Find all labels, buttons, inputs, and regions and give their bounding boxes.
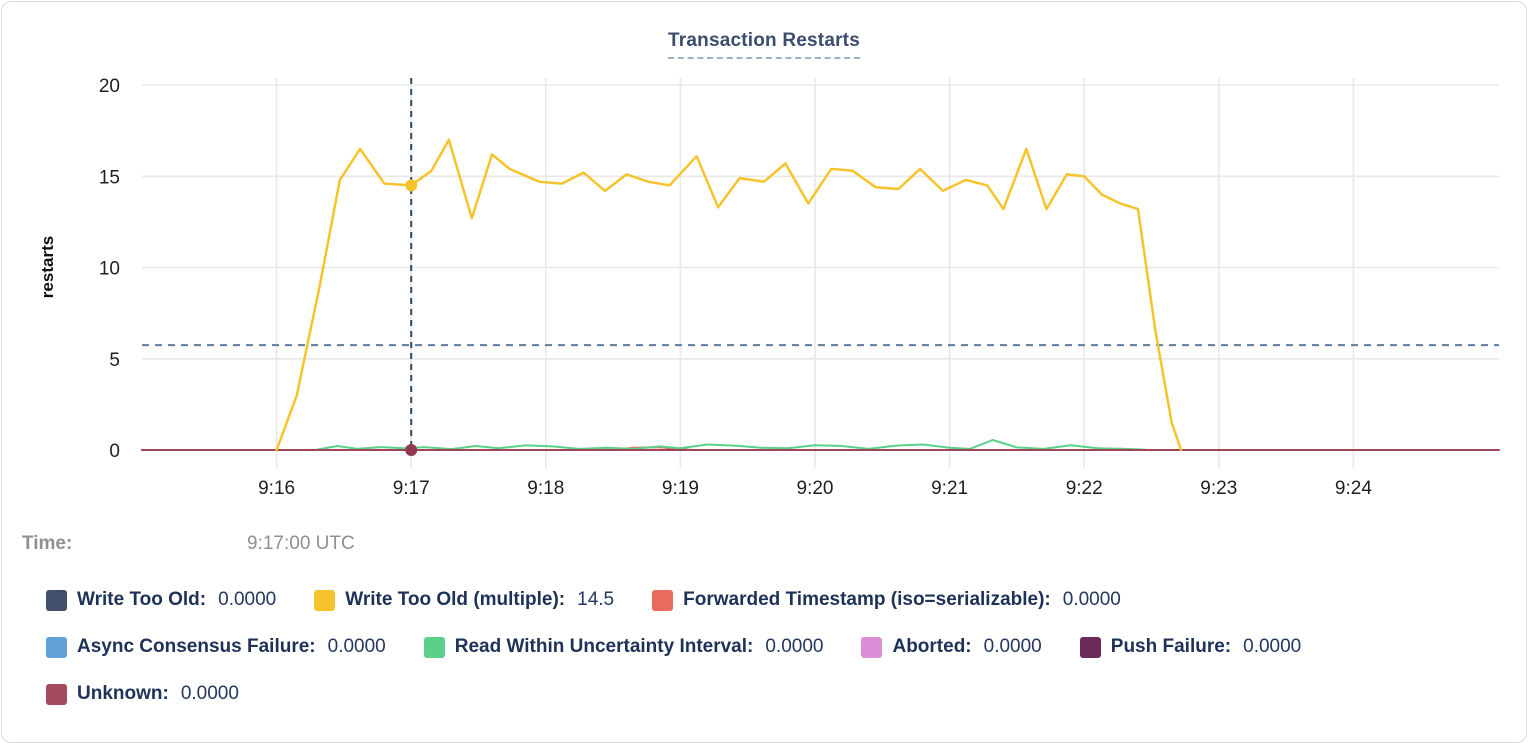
- legend-swatch: [1079, 636, 1101, 658]
- legend-row: Async Consensus Failure: 0.0000 Read Withi…: [46, 636, 1301, 658]
- legend-swatch: [652, 589, 674, 611]
- legend-value: 0.0000: [180, 683, 239, 704]
- legend-label: Push Failure:: [1110, 636, 1232, 657]
- legend-row: Unknown: 0.0000: [46, 683, 1301, 705]
- y-tick-label: 0: [109, 441, 120, 462]
- legend-value: 0.0000: [218, 589, 277, 610]
- y-tick-label: 15: [99, 167, 120, 188]
- legend-swatch: [46, 636, 67, 658]
- legend-label: Write Too Old (multiple):: [345, 589, 566, 610]
- legend-item: Forwarded Timestamp (iso=serializable): 0…: [652, 589, 1121, 611]
- series-line: [275, 138, 1183, 452]
- legend-item: Push Failure: 0.0000: [1079, 636, 1302, 658]
- legend-value: 0.0000: [765, 636, 824, 657]
- legend-label: Aborted:: [892, 636, 972, 657]
- legend-item: Async Consensus Failure: 0.0000: [46, 636, 386, 658]
- y-tick-label: 10: [99, 259, 120, 280]
- legend-label: Async Consensus Failure:: [77, 636, 316, 657]
- hover-time-row: Time: 9:17:00 UTC: [22, 533, 1502, 557]
- time-label: Time:: [22, 533, 73, 554]
- y-tick-label: 5: [109, 350, 120, 371]
- restarts-chart[interactable]: 0 5 10 15 20 9:16 9:17 9:18 9:19 9:20 9:21 9:22 9:23…: [2, 2, 1527, 514]
- legend-item: Unknown: 0.0000: [46, 683, 239, 705]
- y-tick-label: 20: [99, 76, 120, 97]
- legend-value: 0.0000: [1062, 589, 1121, 610]
- chart-title-text[interactable]: Transaction Restarts: [668, 30, 860, 59]
- legend-value: 14.5: [577, 589, 615, 610]
- legend-label: Unknown:: [77, 683, 169, 704]
- legend-row: Write Too Old: 0.0000 Write Too Old (multi…: [46, 589, 1301, 611]
- legend-swatch: [861, 636, 883, 658]
- legend-item: Aborted: 0.0000: [861, 636, 1042, 658]
- legend-item: Write Too Old: 0.0000: [46, 589, 276, 611]
- legend-label: Forwarded Timestamp (iso=serializable):: [683, 589, 1051, 610]
- legend-swatch: [46, 683, 67, 705]
- chart-title: Transaction Restarts: [2, 30, 1526, 59]
- legend-value: 0.0000: [983, 636, 1042, 657]
- legend-swatch: [314, 589, 336, 611]
- legend-item: Write Too Old (multiple): 14.5: [314, 589, 614, 611]
- series-legend: Write Too Old: 0.0000 Write Too Old (multi…: [46, 589, 1301, 705]
- legend-swatch: [46, 589, 67, 611]
- legend-value: 0.0000: [1243, 636, 1302, 657]
- legend-value: 0.0000: [327, 636, 386, 657]
- x-tick-label: 9:24: [1335, 478, 1372, 499]
- x-tick-label: 9:22: [1066, 478, 1103, 499]
- x-tick-label: 9:20: [797, 478, 834, 499]
- legend-item: Read Within Uncertainty Interval: 0.0000: [423, 636, 824, 658]
- y-axis-label: restarts: [38, 235, 57, 299]
- series-line: [316, 439, 1146, 451]
- time-value: 9:17:00 UTC: [247, 533, 355, 554]
- legend-swatch: [423, 636, 445, 658]
- x-tick-label: 9:21: [931, 478, 968, 499]
- hover-point: [405, 179, 418, 192]
- x-tick-label: 9:16: [258, 478, 295, 499]
- legend-label: Read Within Uncertainty Interval:: [454, 636, 754, 657]
- legend-label: Write Too Old:: [77, 589, 207, 610]
- x-tick-label: 9:18: [527, 478, 564, 499]
- hover-point: [405, 444, 418, 456]
- x-tick-label: 9:23: [1200, 478, 1237, 499]
- x-tick-label: 9:19: [662, 478, 699, 499]
- x-tick-label: 9:17: [393, 478, 430, 499]
